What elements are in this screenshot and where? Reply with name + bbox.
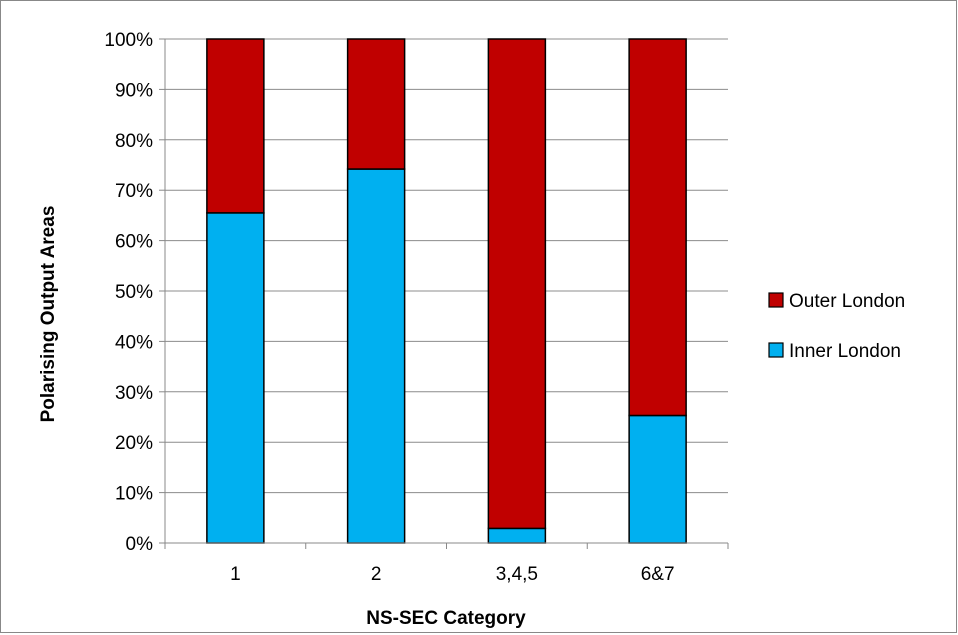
y-tick-label: 90% [115, 80, 153, 101]
bar-outer-london-2 [487, 38, 547, 530]
x-axis-title: NS-SEC Category [366, 608, 526, 629]
bar-inner-london-2 [487, 527, 547, 544]
legend-label-outer-london: Outer London [789, 291, 905, 312]
bar-outer-london-0 [206, 38, 265, 214]
x-tick-labels: 1 2 3,4,5 6&7 [230, 564, 674, 585]
y-tick-label: 50% [115, 282, 153, 303]
y-axis-title: Polarising Output Areas [38, 206, 59, 423]
bar-outer-london-3 [628, 38, 687, 417]
legend-swatch-outer-london [768, 292, 784, 308]
y-tick-label: 20% [115, 433, 153, 454]
y-tick-labels: 0% 10% 20% 30% 40% 50% 60% 70% 80% 90% 100% [104, 30, 153, 555]
legend-label-inner-london: Inner London [789, 341, 901, 362]
x-tick-label: 6&7 [641, 564, 675, 585]
bar-inner-london-1 [346, 168, 406, 544]
bar-inner-london-3 [628, 414, 687, 544]
y-tick-label: 40% [115, 332, 153, 353]
y-tick-label: 0% [126, 534, 154, 555]
x-tick-label: 2 [371, 564, 382, 585]
y-tick-label: 30% [115, 383, 153, 404]
x-tick-label: 3,4,5 [496, 564, 538, 585]
axes [159, 38, 729, 549]
bar-inner-london-0 [206, 212, 265, 544]
y-tick-label: 100% [104, 30, 153, 51]
y-tick-label: 10% [115, 484, 153, 505]
legend: Outer London Inner London [768, 291, 905, 362]
y-tick-label: 70% [115, 181, 153, 202]
x-tick-label: 1 [230, 564, 241, 585]
legend-swatch-inner-london [768, 342, 784, 358]
y-tick-label: 60% [115, 232, 153, 253]
bar-outer-london-1 [346, 38, 406, 170]
y-tick-label: 80% [115, 131, 153, 152]
